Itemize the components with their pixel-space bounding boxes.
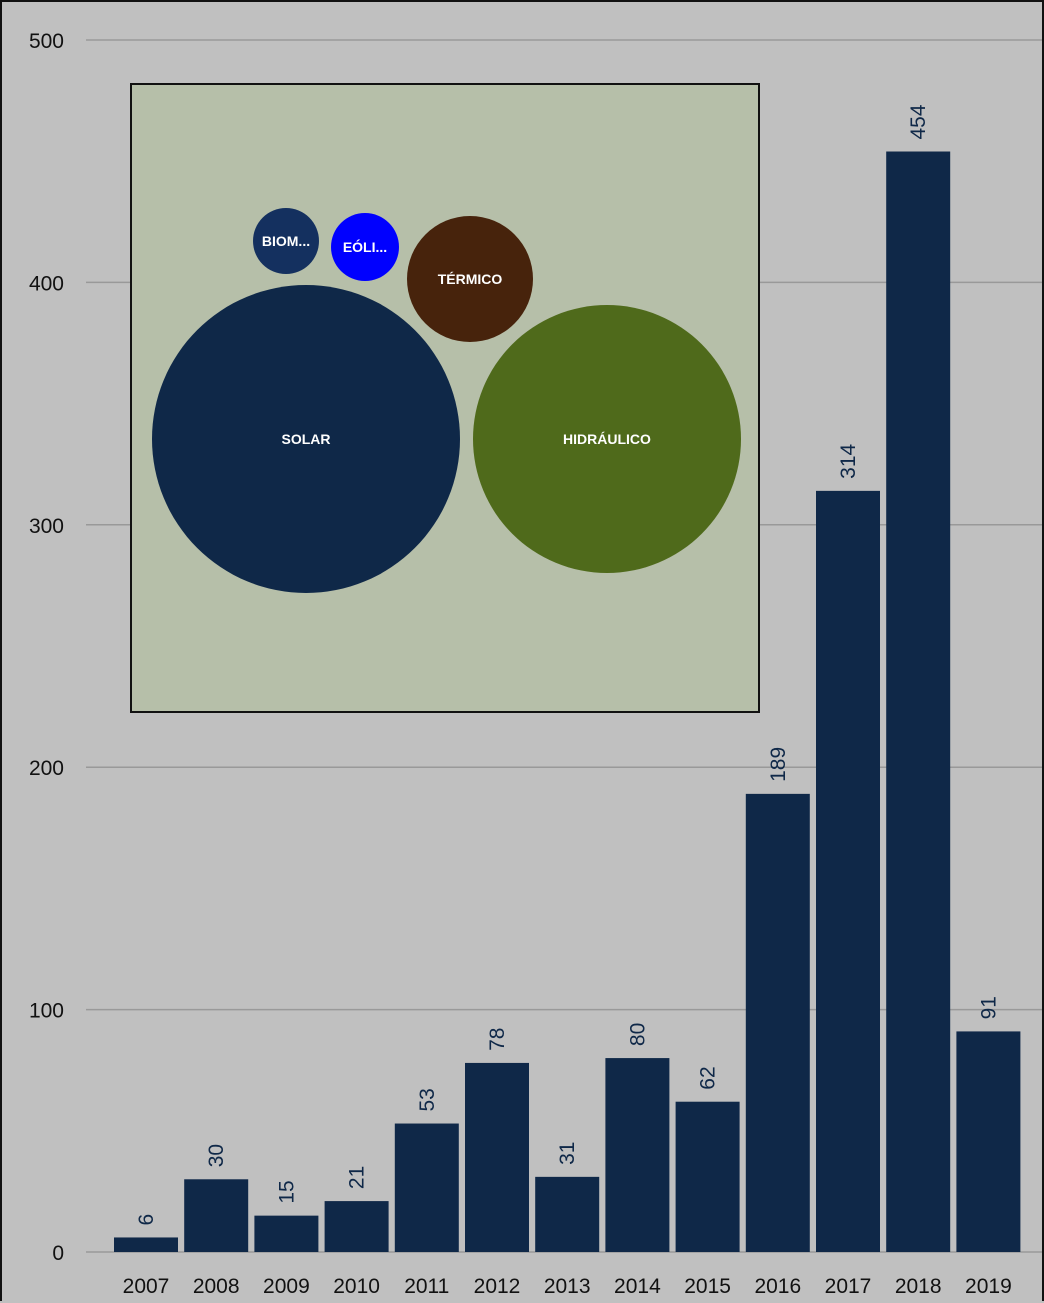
y-tick-label: 0 — [52, 1242, 64, 1265]
bar-2016 — [745, 793, 810, 1252]
y-tick-label: 400 — [29, 272, 64, 295]
bar-2017 — [816, 490, 880, 1252]
bar-2009 — [254, 1215, 319, 1252]
x-tick-label-2017: 2017 — [825, 1275, 872, 1298]
bar-layer — [114, 151, 1021, 1252]
data-label-2007: 6 — [135, 1214, 158, 1226]
data-label-2011: 53 — [416, 1088, 439, 1111]
data-label-2009: 15 — [275, 1180, 298, 1203]
x-tick-label-2010: 2010 — [333, 1275, 380, 1298]
bar-2018 — [886, 151, 951, 1252]
bar-2014 — [605, 1058, 670, 1252]
x-tick-label-2007: 2007 — [123, 1275, 170, 1298]
data-label-2015: 62 — [697, 1066, 720, 1089]
bubble-e-li — [331, 213, 399, 281]
x-tick-label-2012: 2012 — [474, 1275, 521, 1298]
bubble-label-e-li: EÓLI... — [343, 238, 387, 255]
x-tick-label-2019: 2019 — [965, 1275, 1012, 1298]
x-tick-label-2014: 2014 — [614, 1275, 661, 1298]
data-label-2019: 91 — [977, 996, 1000, 1019]
data-label-2008: 30 — [205, 1144, 228, 1167]
data-label-layer: 6 30 15 21 53 78 31 80 62 189 314 454 91 — [135, 104, 1000, 1225]
bar-2012 — [465, 1062, 529, 1252]
data-label-2013: 31 — [556, 1141, 579, 1164]
bubble-hidr-ulico — [473, 305, 741, 573]
x-tick-label-2013: 2013 — [544, 1275, 591, 1298]
bar-2011 — [394, 1123, 459, 1252]
bar-2008 — [184, 1179, 249, 1252]
bar-2019 — [956, 1031, 1021, 1252]
data-label-2016: 189 — [767, 747, 790, 782]
data-label-2012: 78 — [486, 1028, 509, 1051]
bubble-solar — [152, 285, 460, 593]
bar-2015 — [675, 1101, 740, 1252]
bubble-label-biom: BIOM... — [262, 233, 310, 249]
x-tick-label-2015: 2015 — [684, 1275, 731, 1298]
y-tick-label: 200 — [29, 757, 64, 780]
bubble-label-solar: SOLAR — [282, 431, 331, 447]
data-label-2010: 21 — [346, 1166, 369, 1189]
x-tick-label-2018: 2018 — [895, 1275, 942, 1298]
bar-2010 — [324, 1201, 389, 1252]
y-tick-label: 500 — [29, 30, 64, 53]
x-tick-label-2008: 2008 — [193, 1275, 240, 1298]
data-label-2014: 80 — [626, 1023, 649, 1046]
bubble-label-t-rmico: TÉRMICO — [438, 271, 503, 287]
x-tick-label-2016: 2016 — [754, 1275, 801, 1298]
data-label-2018: 454 — [907, 104, 930, 139]
bubble-label-hidr-ulico: HIDRÁULICO — [563, 431, 651, 447]
bubble-inset: SOLAR HIDRÁULICO TÉRMICO EÓLI... BIOM... — [130, 83, 760, 713]
x-tick-label-2011: 2011 — [404, 1275, 449, 1298]
bar-2007 — [114, 1237, 178, 1252]
bubble-t-rmico — [407, 216, 533, 342]
y-tick-label: 300 — [29, 515, 64, 538]
bar-2013 — [535, 1176, 600, 1252]
x-tick-label-2009: 2009 — [263, 1275, 310, 1298]
axis-layer: 0 100 200 300 400 500 2007 2008 2009 2010 2011 2012… — [29, 30, 1012, 1298]
data-label-2017: 314 — [837, 444, 860, 479]
y-tick-label: 100 — [29, 1000, 64, 1023]
bubble-biom — [253, 208, 319, 274]
